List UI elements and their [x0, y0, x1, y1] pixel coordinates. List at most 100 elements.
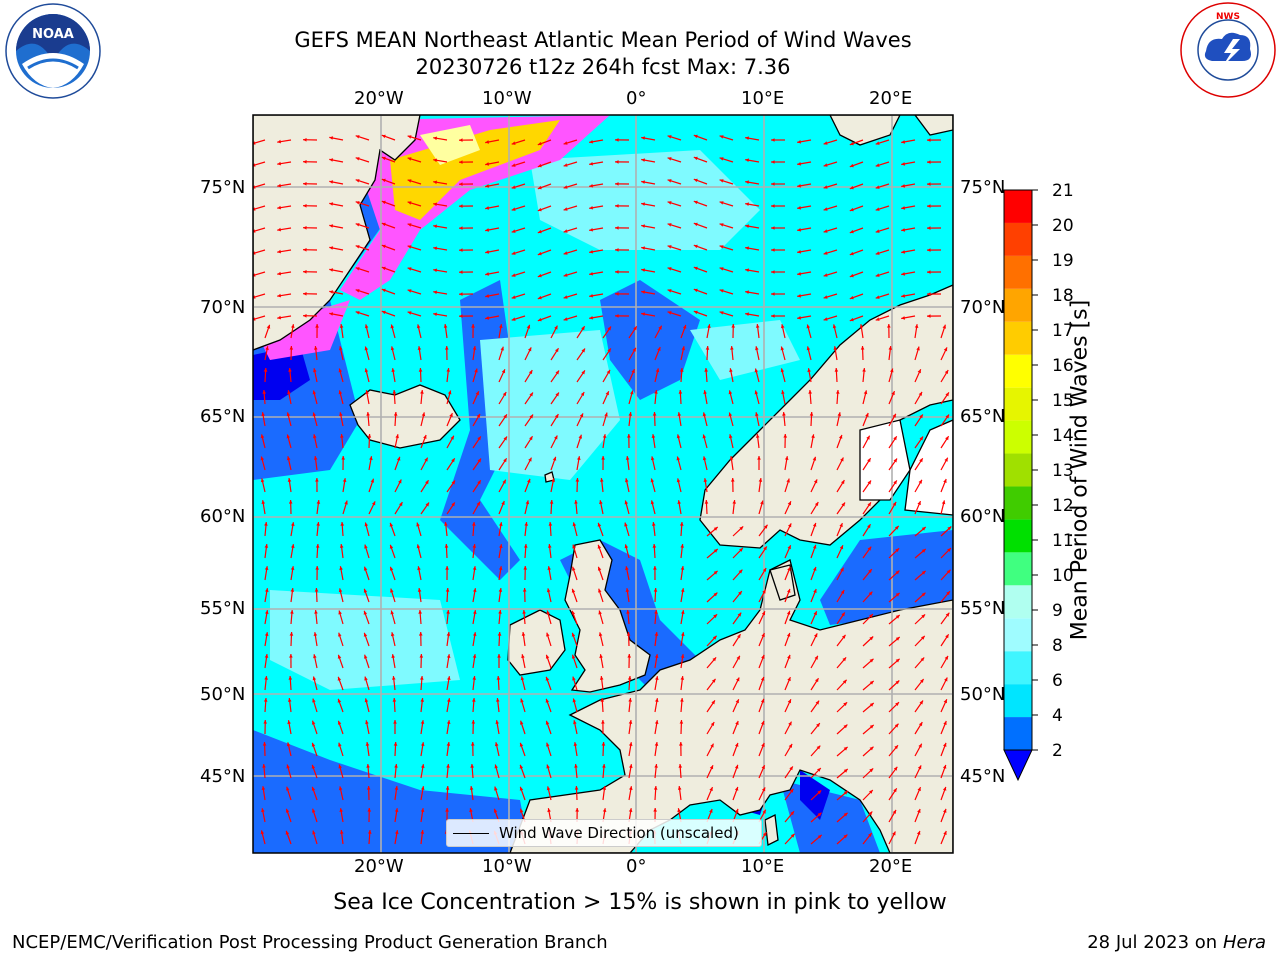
wind-wave-arrowhead: [342, 478, 347, 482]
wind-wave-arrowhead: [781, 390, 785, 395]
footer-host: Hera: [1222, 932, 1266, 953]
wind-wave-arrowhead: [263, 720, 267, 724]
wind-wave-arrowhead: [624, 544, 629, 549]
wind-wave-arrowhead: [521, 632, 526, 636]
wind-wave-arrowhead: [339, 346, 343, 351]
wind-wave-arrowhead: [364, 544, 368, 549]
wind-wave-arrowhead: [790, 811, 794, 816]
wind-wave-arrowhead: [546, 742, 550, 747]
wind-wave-arrowhead: [627, 654, 631, 658]
wind-wave-arrowhead: [313, 654, 317, 659]
lon-label-bottom: 20°E: [869, 856, 913, 877]
colorbar-under-arrow: [1003, 749, 1033, 782]
wind-wave-arrowhead: [571, 610, 576, 615]
wind-wave-arrowhead: [693, 244, 698, 249]
wind-wave-arrowhead: [735, 699, 739, 704]
wind-wave-arrowhead: [711, 700, 715, 705]
wind-wave-arrowhead: [809, 412, 814, 416]
wind-wave-arrowhead: [927, 226, 931, 230]
wind-wave-arrowhead: [563, 251, 568, 255]
wind-wave-arrowhead: [311, 720, 316, 725]
wind-wave-arrowhead: [813, 611, 817, 616]
colorbar-segment: [1004, 420, 1032, 454]
wind-wave-arrowhead: [641, 224, 645, 228]
wind-wave-arrowhead: [840, 457, 844, 462]
wind-wave-arrowhead: [615, 226, 619, 230]
wind-wave-arrowhead: [728, 434, 733, 439]
wind-wave-arrowhead: [738, 591, 742, 595]
wind-wave-arrowhead: [529, 414, 533, 419]
wind-wave-arrowhead: [381, 178, 386, 183]
wind-wave-arrowhead: [421, 742, 425, 746]
wind-wave-arrowhead: [545, 698, 550, 703]
wind-wave-arrowhead: [598, 610, 602, 615]
wind-wave-arrowhead: [869, 636, 874, 641]
wind-wave-arrowhead: [338, 786, 343, 791]
wind-wave-arrowhead: [264, 632, 269, 636]
wind-wave-arrowhead: [875, 185, 880, 189]
wind-wave-arrowhead: [407, 223, 412, 227]
wind-wave-arrowhead: [813, 479, 818, 484]
wind-wave-arrowhead: [303, 226, 307, 230]
wind-wave-arrowhead: [946, 591, 950, 596]
wind-wave-arrowhead: [303, 182, 307, 186]
wind-wave-arrowhead: [840, 590, 845, 594]
wind-wave-arrowhead: [589, 140, 593, 144]
wind-wave-arrowhead: [762, 568, 767, 572]
wind-wave-arrowhead: [537, 141, 542, 146]
wind-wave-arrowhead: [472, 676, 476, 680]
wind-wave-arrowhead: [713, 614, 718, 619]
wind-wave-arrowhead: [914, 324, 919, 328]
wind-wave-arrowhead: [867, 524, 871, 529]
lon-label-bottom: 20°W: [354, 856, 404, 877]
wind-wave-arrowhead: [713, 592, 718, 597]
wind-wave-arrowhead: [367, 434, 372, 438]
wind-wave-arrowhead: [393, 742, 398, 746]
wind-wave-arrowhead: [667, 311, 672, 315]
wind-wave-arrowhead: [875, 141, 880, 145]
wind-wave-arrowhead: [502, 392, 507, 396]
wind-wave-arrowhead: [574, 786, 579, 790]
wind-wave-arrowhead: [817, 834, 822, 839]
wind-wave-arrowhead: [369, 456, 373, 461]
wind-wave-arrowhead: [814, 633, 818, 638]
colorbar-tick-label: 8: [1052, 636, 1063, 656]
wind-wave-arrowhead: [366, 764, 370, 768]
wind-wave-arrowhead: [652, 544, 657, 548]
wind-wave-arrowhead: [261, 412, 265, 417]
wind-wave-arrowhead: [797, 140, 801, 144]
wind-wave-arrowhead: [711, 678, 716, 683]
lon-label-top: 10°E: [741, 88, 785, 109]
wind-wave-arrowhead: [849, 163, 854, 168]
wind-wave-arrowhead: [707, 324, 711, 329]
wind-wave-arrowhead: [841, 502, 845, 507]
wind-wave-arrowhead: [816, 745, 821, 750]
wind-wave-arrowhead: [528, 370, 533, 375]
wind-wave-arrowhead: [797, 228, 801, 232]
wind-wave-arrowhead: [868, 591, 873, 596]
wind-wave-arrowhead: [760, 698, 765, 703]
wind-wave-arrowhead: [628, 742, 633, 746]
wind-wave-arrowhead: [546, 632, 550, 637]
wind-wave-arrowhead: [895, 570, 900, 575]
wind-wave-arrowhead: [277, 227, 281, 232]
colorbar-segment: [1004, 486, 1032, 520]
wind-wave-arrowhead: [626, 610, 630, 614]
wind-wave-arrowhead: [389, 522, 394, 527]
wind-wave-arrowhead: [260, 830, 265, 835]
wind-wave-arrowhead: [418, 368, 423, 372]
wind-wave-arrowhead: [433, 202, 437, 207]
wind-wave-arrowhead: [313, 632, 318, 636]
wind-wave-arrowhead: [407, 245, 412, 249]
wind-wave-arrowhead: [511, 295, 516, 299]
colorbar-segment: [1004, 387, 1032, 421]
wind-wave-arrowhead: [837, 412, 841, 417]
wind-wave-arrowhead: [869, 614, 873, 618]
map-legend: Wind Wave Direction (unscaled): [446, 819, 762, 847]
wind-wave-arrowhead: [421, 412, 426, 417]
wind-wave-arrowhead: [579, 413, 584, 418]
wind-wave-arrowhead: [843, 812, 848, 817]
wind-wave-arrowhead: [754, 390, 759, 395]
wind-wave-arrowhead: [941, 500, 946, 505]
wind-wave-arrowhead: [927, 138, 931, 142]
